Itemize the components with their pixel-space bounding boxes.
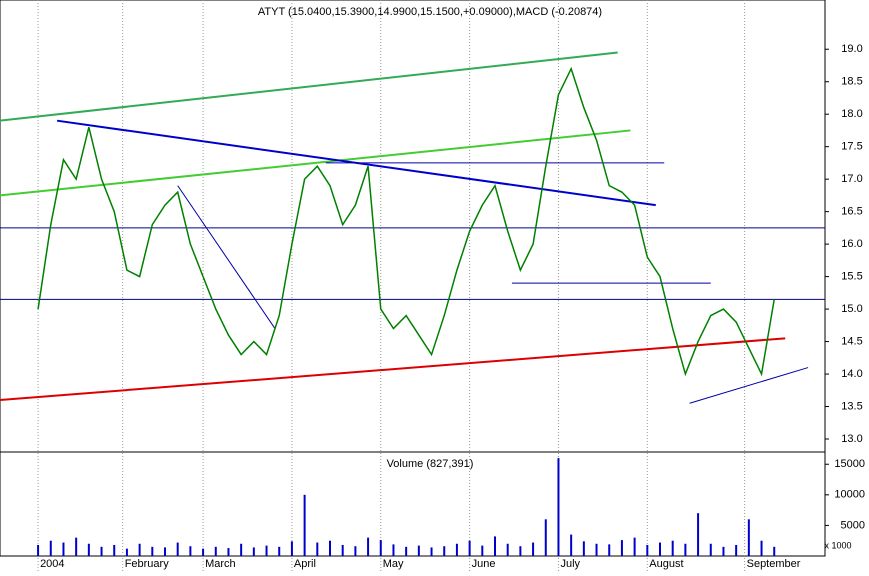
x-tick-label: May <box>383 558 404 570</box>
y-tick-label: 13.0 <box>841 433 862 445</box>
volume-bar <box>290 541 293 556</box>
volume-bar <box>557 458 560 556</box>
volume-bar <box>455 543 458 556</box>
trend-line <box>689 367 809 404</box>
volume-bar <box>100 546 103 556</box>
x-tick-label: March <box>205 558 236 570</box>
volume-bar <box>227 548 230 556</box>
volume-bar <box>646 544 649 556</box>
volume-bar <box>582 541 585 556</box>
volume-bar <box>697 513 700 556</box>
volume-bar <box>240 543 243 556</box>
volume-bar <box>278 546 281 556</box>
volume-bar <box>722 546 725 556</box>
x-tick-label: July <box>560 558 580 570</box>
volume-bar <box>329 540 331 556</box>
chart-title: ATYT (15.0400,15.3900,14.9900,15.1500,+0… <box>258 6 602 18</box>
volume-bar <box>354 546 357 556</box>
volume-bar <box>303 494 306 556</box>
volume-title: Volume (827,391) <box>387 458 474 470</box>
volume-bar <box>481 545 484 556</box>
volume-unit: x 1000 <box>824 540 851 550</box>
volume-bar <box>151 546 154 556</box>
volume-bar <box>544 519 547 556</box>
price-line <box>37 66 775 377</box>
volume-bar <box>405 546 408 556</box>
plot-frame <box>0 0 826 557</box>
volume-bar <box>747 519 750 556</box>
x-tick-label: September <box>747 558 801 570</box>
y-tick-label: 14.5 <box>841 335 862 347</box>
volume-bar <box>138 543 141 556</box>
volume-bar <box>379 540 382 556</box>
volume-bar <box>392 544 395 556</box>
volume-bar <box>494 536 496 556</box>
volume-bar <box>684 543 687 556</box>
volume-bar <box>671 540 674 556</box>
volume-bar <box>176 542 179 556</box>
volume-bar <box>519 546 522 556</box>
volume-bar <box>430 547 433 556</box>
volume-bar <box>62 542 65 556</box>
volume-bar <box>468 540 471 556</box>
x-tick-label: 2004 <box>40 558 64 570</box>
y-tick-label: 14.0 <box>841 368 862 380</box>
y-tick-label: 16.0 <box>841 238 862 250</box>
volume-bar <box>125 548 128 556</box>
y-tick-label: 13.5 <box>841 400 862 412</box>
y-tick-label: 15.5 <box>841 271 862 283</box>
x-tick-label: April <box>294 558 316 570</box>
volume-bar <box>570 534 573 556</box>
x-tick-label: February <box>125 558 170 570</box>
y-tick-label: 17.0 <box>841 173 862 185</box>
x-tick-label: August <box>649 558 683 570</box>
volume-bar <box>87 543 90 556</box>
volume-bar <box>735 544 738 556</box>
y-tick-label: 18.0 <box>841 108 862 120</box>
volume-bar <box>532 542 535 556</box>
trend-line <box>177 185 276 329</box>
trend-line <box>0 129 631 197</box>
volume-bar <box>417 545 420 556</box>
volume-bar <box>341 544 344 556</box>
volume-bar <box>595 543 598 556</box>
volume-bar <box>633 537 636 556</box>
volume-bar <box>265 545 268 556</box>
y-tick-label: 17.5 <box>841 141 862 153</box>
volume-bar <box>659 542 661 556</box>
y-tick-label: 16.5 <box>841 206 862 218</box>
volume-bar <box>37 544 40 556</box>
trend-line <box>0 337 786 402</box>
volume-bar <box>113 544 116 556</box>
y2-tick-label: 15000 <box>834 458 865 470</box>
x-tick-label: June <box>472 558 496 570</box>
trend-line <box>0 51 618 122</box>
volume-bar <box>214 546 217 556</box>
volume-bar <box>252 547 255 556</box>
volume-bar <box>316 542 319 556</box>
volume-bar <box>49 540 52 556</box>
volume-bar <box>164 547 166 556</box>
volume-bar <box>189 546 192 556</box>
volume-bar <box>608 544 611 556</box>
volume-bar <box>202 548 205 556</box>
volume-bar <box>443 546 446 556</box>
volume-bar <box>709 543 712 556</box>
volume-bar <box>506 543 509 556</box>
volume-bar <box>75 537 78 556</box>
volume-bar <box>367 537 370 556</box>
volume-bar <box>620 540 623 556</box>
volume-bar <box>773 546 776 556</box>
y-tick-label: 19.0 <box>841 43 862 55</box>
y-tick-label: 15.0 <box>841 303 862 315</box>
volume-bar <box>760 540 763 556</box>
y2-tick-label: 10000 <box>834 489 865 501</box>
y2-tick-label: 5000 <box>841 519 865 531</box>
y-tick-label: 18.5 <box>841 76 862 88</box>
